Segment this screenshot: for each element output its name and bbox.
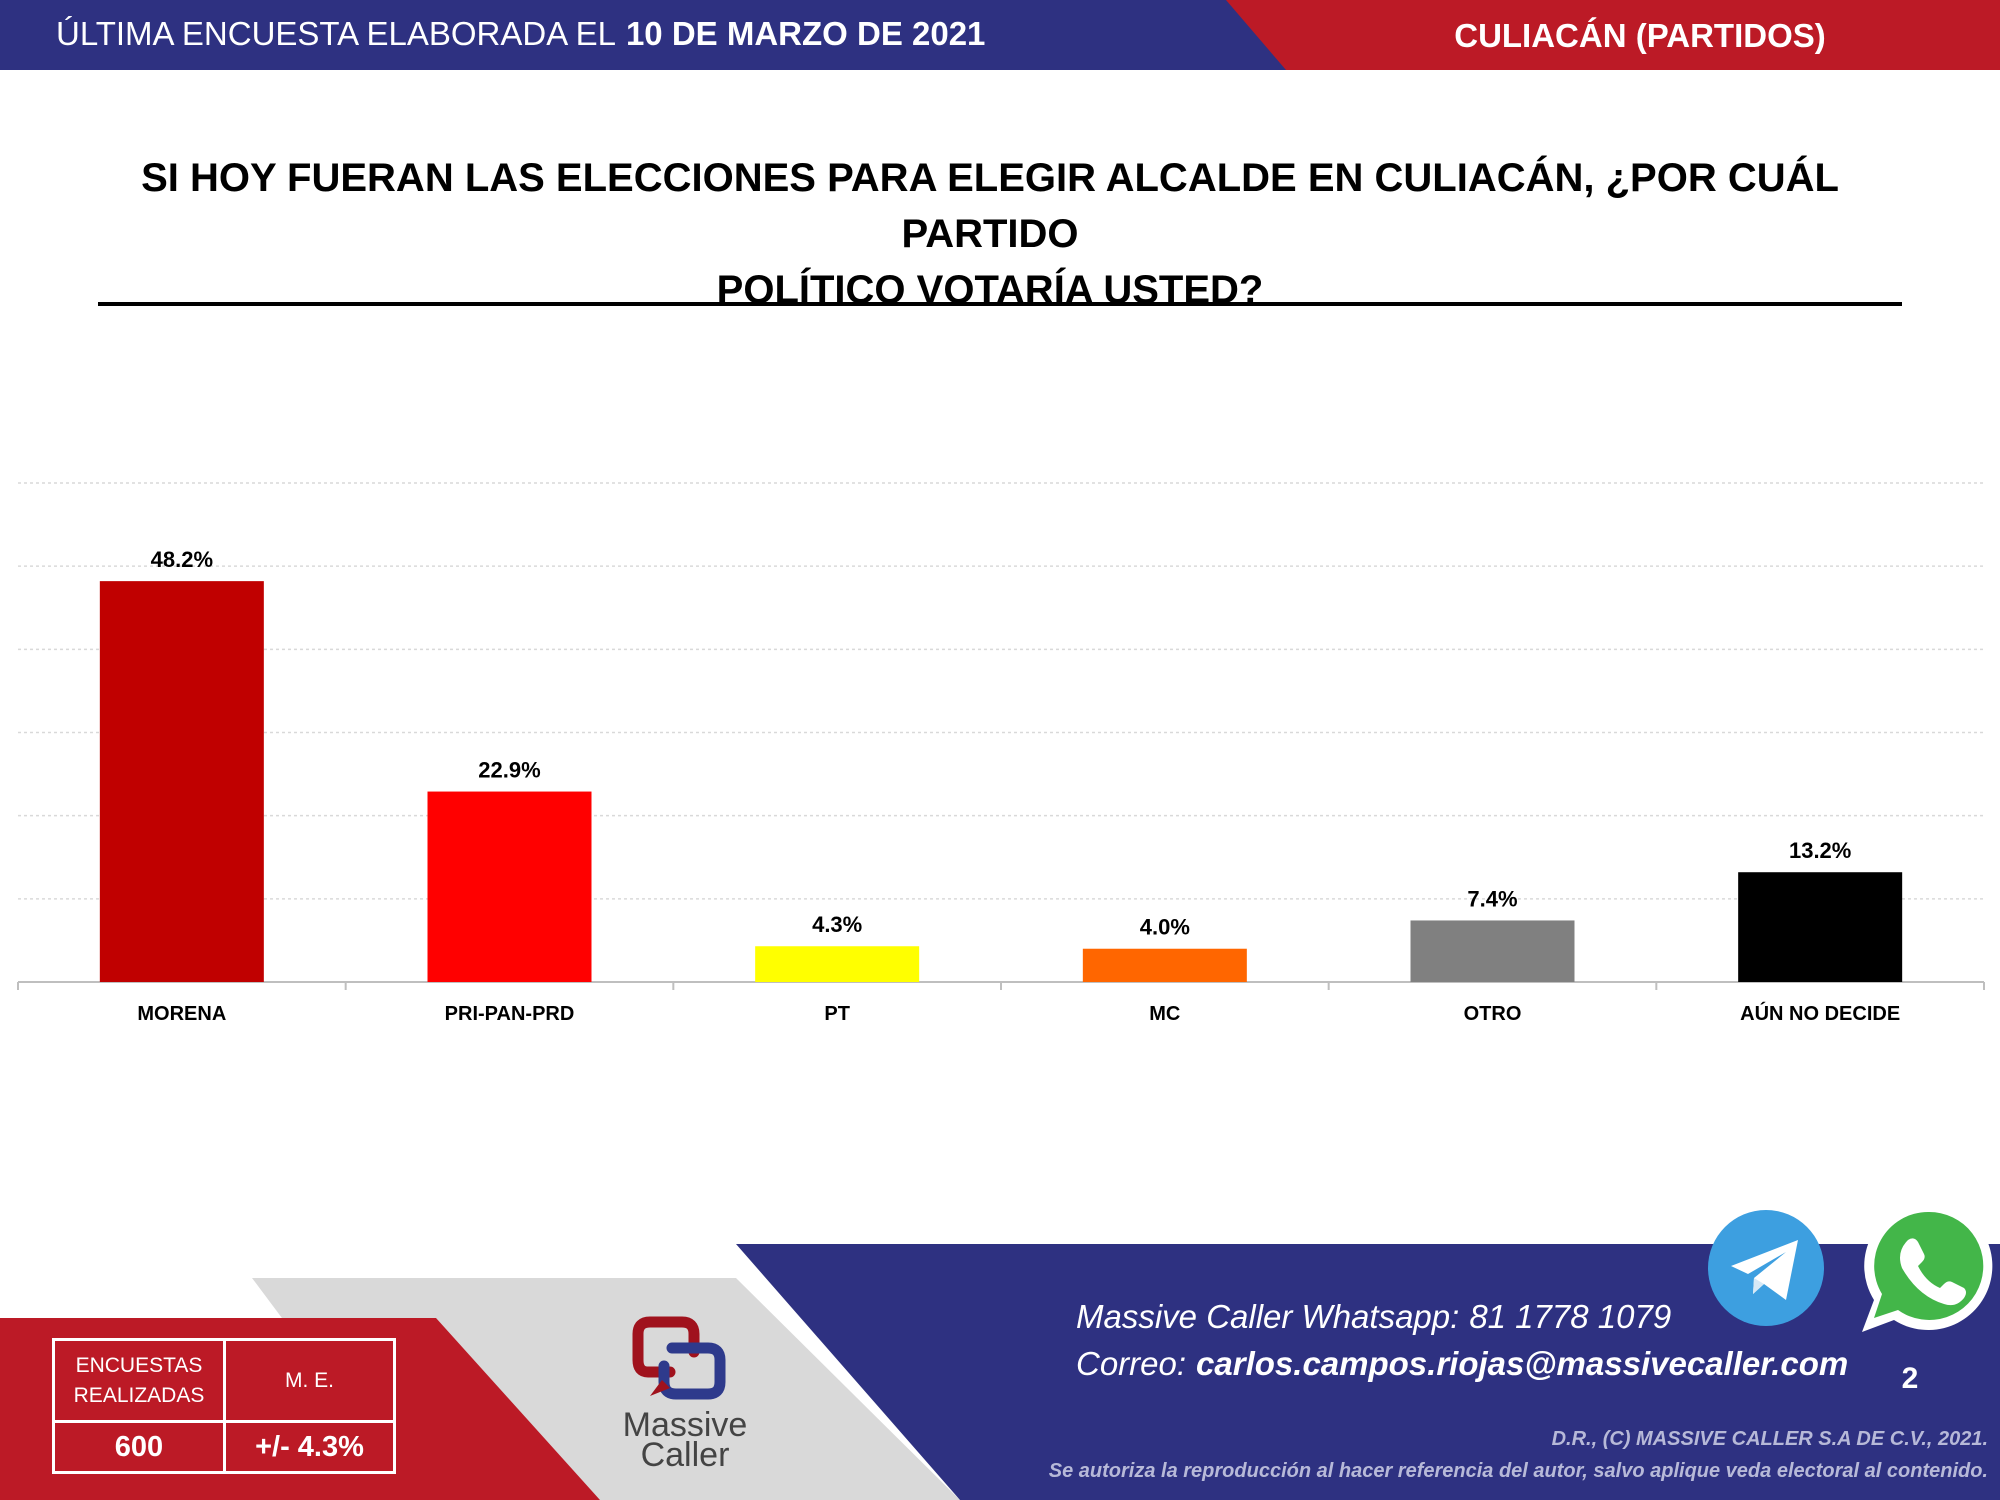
category-label: AÚN NO DECIDE xyxy=(1740,1001,1900,1025)
category-label: OTRO xyxy=(1464,1003,1522,1025)
question-title: SI HOY FUERAN LAS ELECCIONES PARA ELEGIR… xyxy=(80,150,1900,318)
survey-stats-table: ENCUESTAS REALIZADAS M. E. 600 +/- 4.3% xyxy=(52,1338,396,1474)
bar-chart: 48.2% MORENA 22.9% PRI-PAN-PRD 4.3% PT 4.0% MC 7… xyxy=(17,482,1985,1025)
survey-date: 10 DE MARZO DE 2021 xyxy=(625,15,986,52)
surveys-count-label: ENCUESTAS REALIZADAS xyxy=(55,1341,226,1423)
surveys-count-value: 600 xyxy=(55,1423,226,1471)
category-label: PRI-PAN-PRD xyxy=(445,1003,575,1025)
bar-a-n-no-decide xyxy=(1738,872,1903,982)
category-label: PT xyxy=(824,1003,850,1025)
whatsapp-number[interactable]: 81 1778 1079 xyxy=(1469,1298,1672,1335)
copyright-line-1: D.R., (C) MASSIVE CALLER S.A DE C.V., 20… xyxy=(1551,1428,1988,1450)
logo-text-caller: Caller xyxy=(641,1436,730,1474)
email-label: Correo: xyxy=(1076,1345,1187,1382)
margin-error-value: +/- 4.3% xyxy=(255,1430,364,1463)
bar-value-label: 22.9% xyxy=(478,758,540,783)
massive-caller-logo: Massive Caller xyxy=(623,1316,748,1474)
copyright-line-2: Se autoriza la reproducción al hacer ref… xyxy=(1048,1460,1988,1482)
bar-value-label: 13.2% xyxy=(1789,838,1851,863)
bar-mc xyxy=(1082,948,1247,982)
category-label: MORENA xyxy=(137,1003,226,1025)
logo-text-massive: Massive xyxy=(623,1406,748,1444)
survey-date-prefix: ÚLTIMA ENCUESTA ELABORADA EL xyxy=(56,15,616,52)
bar-value-label: 48.2% xyxy=(151,547,213,572)
email-link[interactable]: carlos.campos.riojas@massivecaller.com xyxy=(1196,1345,1849,1382)
survey-date-label: ÚLTIMA ENCUESTA ELABORADA EL 10 DE MARZO … xyxy=(56,12,985,56)
bar-value-label: 4.3% xyxy=(812,912,862,937)
bar-morena xyxy=(99,581,264,982)
telegram-icon[interactable] xyxy=(1706,1208,1826,1328)
logo-mark-icon xyxy=(632,1316,726,1400)
bar-value-label: 4.0% xyxy=(1140,915,1190,940)
category-label: MC xyxy=(1149,1003,1180,1025)
whatsapp-label: Massive Caller Whatsapp: xyxy=(1076,1298,1460,1335)
header-bar xyxy=(0,0,2000,70)
footer-background xyxy=(0,1244,2000,1500)
region-label: CULIACÁN (PARTIDOS) xyxy=(1454,17,1826,54)
bar-otro xyxy=(1410,920,1575,982)
bar-pt xyxy=(755,946,920,982)
question-title-line-2: POLÍTICO VOTARÍA USTED? xyxy=(716,268,1264,312)
margin-error-label: M. E. xyxy=(226,1341,393,1423)
question-title-line-1: SI HOY FUERAN LAS ELECCIONES PARA ELEGIR… xyxy=(141,156,1839,256)
bar-pri-pan-prd xyxy=(427,791,592,982)
title-divider xyxy=(98,302,1902,306)
email-contact: Correo: carlos.campos.riojas@massivecalle… xyxy=(1076,1345,1848,1383)
whatsapp-contact: Massive Caller Whatsapp: 81 1778 1079 xyxy=(1076,1298,1671,1336)
whatsapp-icon[interactable] xyxy=(1856,1196,2000,1340)
page-number: 2 xyxy=(1901,1362,1919,1395)
bar-value-label: 7.4% xyxy=(1467,886,1517,911)
